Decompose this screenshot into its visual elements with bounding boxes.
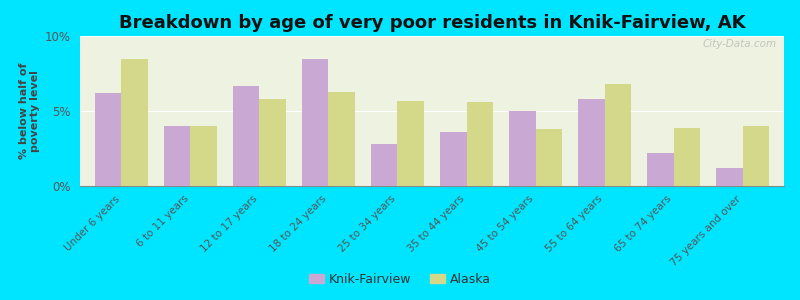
Bar: [647, 153, 674, 186]
Bar: [259, 99, 286, 186]
Bar: [605, 84, 630, 186]
Legend: Knik-Fairview, Alaska: Knik-Fairview, Alaska: [304, 268, 496, 291]
Y-axis label: % below half of
poverty level: % below half of poverty level: [18, 63, 40, 159]
Bar: [302, 58, 329, 186]
Bar: [329, 92, 354, 186]
Bar: [371, 144, 398, 186]
Bar: [716, 168, 742, 186]
Bar: [234, 85, 259, 186]
Bar: [95, 93, 122, 186]
Bar: [398, 100, 424, 186]
Bar: [440, 132, 466, 186]
Text: City-Data.com: City-Data.com: [703, 39, 777, 49]
Title: Breakdown by age of very poor residents in Knik-Fairview, AK: Breakdown by age of very poor residents …: [118, 14, 746, 32]
Bar: [164, 126, 190, 186]
Bar: [190, 126, 217, 186]
Bar: [122, 58, 148, 186]
Bar: [578, 99, 605, 186]
Bar: [742, 126, 769, 186]
Bar: [510, 111, 535, 186]
Bar: [535, 129, 562, 186]
Bar: [466, 102, 493, 186]
Bar: [674, 128, 700, 186]
